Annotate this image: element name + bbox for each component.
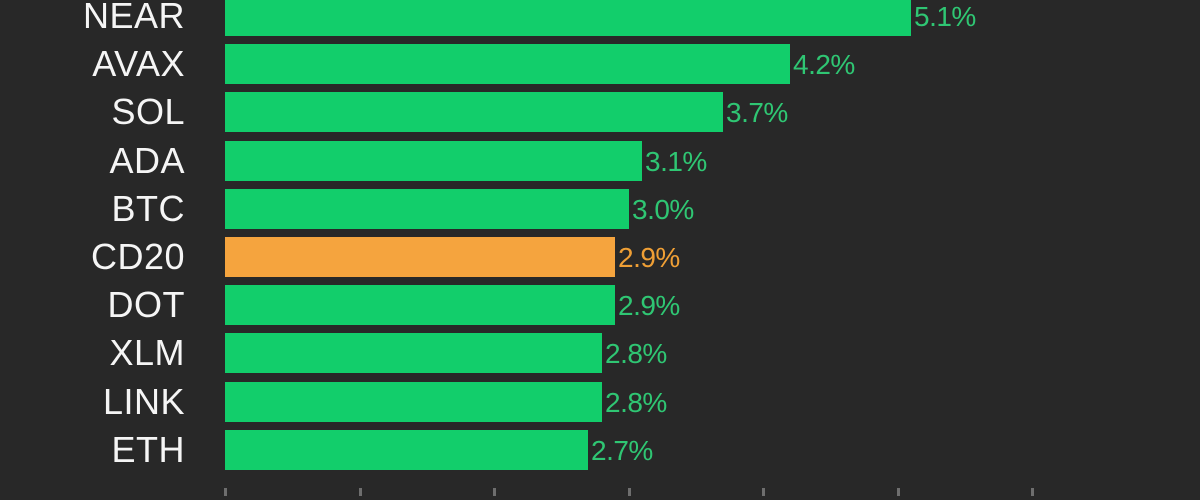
value-label: 2.8% xyxy=(605,386,667,418)
bar xyxy=(225,140,642,181)
x-axis-tick-4 xyxy=(762,488,765,496)
value-label: 4.2% xyxy=(793,49,855,81)
chart-row-sol: SOL 3.7% xyxy=(0,91,1200,133)
category-label: DOT xyxy=(107,284,185,326)
value-label: 5.1% xyxy=(914,1,976,32)
category-label: AVAX xyxy=(92,43,185,85)
chart-row-eth: ETH 2.7% xyxy=(0,428,1200,470)
bar xyxy=(225,333,602,374)
category-label: ADA xyxy=(109,139,185,181)
category-label: BTC xyxy=(111,187,185,229)
category-label: ETH xyxy=(111,428,185,470)
category-label: XLM xyxy=(109,332,185,374)
chart-row-btc: BTC 3.0% xyxy=(0,187,1200,229)
category-label: LINK xyxy=(102,380,185,422)
bar xyxy=(225,92,723,133)
bar xyxy=(225,237,615,277)
chart-row-xlm: XLM 2.8% xyxy=(0,332,1200,374)
chart-row-link: LINK 2.8% xyxy=(0,380,1200,422)
chart-row-cd20: CD20 2.9% xyxy=(0,237,1200,277)
bar xyxy=(225,429,588,470)
category-label: NEAR xyxy=(82,0,185,36)
value-label: 3.7% xyxy=(726,97,788,129)
x-axis-tick-1 xyxy=(358,488,362,496)
bar xyxy=(225,381,602,422)
value-label: 2.8% xyxy=(605,338,667,370)
x-axis-tick-5 xyxy=(896,488,900,496)
bar xyxy=(225,0,911,36)
chart-row-avax: AVAX 4.2% xyxy=(0,43,1200,85)
chart-row-dot: DOT 2.9% xyxy=(0,284,1200,326)
value-label: 2.7% xyxy=(591,434,653,466)
category-label: SOL xyxy=(111,91,185,133)
bar xyxy=(225,44,790,85)
chart-row-ada: ADA 3.1% xyxy=(0,139,1200,181)
bar xyxy=(225,285,615,326)
x-axis-tick-0 xyxy=(224,488,227,496)
chart-row-near: NEAR 5.1% xyxy=(0,0,1200,36)
bar xyxy=(225,188,629,229)
value-label: 2.9% xyxy=(618,290,680,322)
x-axis-tick-3 xyxy=(627,488,631,496)
value-label: 3.1% xyxy=(645,145,707,177)
value-label: 3.0% xyxy=(632,193,694,225)
category-label: CD20 xyxy=(90,236,185,277)
x-axis-tick-2 xyxy=(493,488,496,496)
x-axis-tick-6 xyxy=(1031,488,1034,496)
value-label: 2.9% xyxy=(618,242,680,273)
